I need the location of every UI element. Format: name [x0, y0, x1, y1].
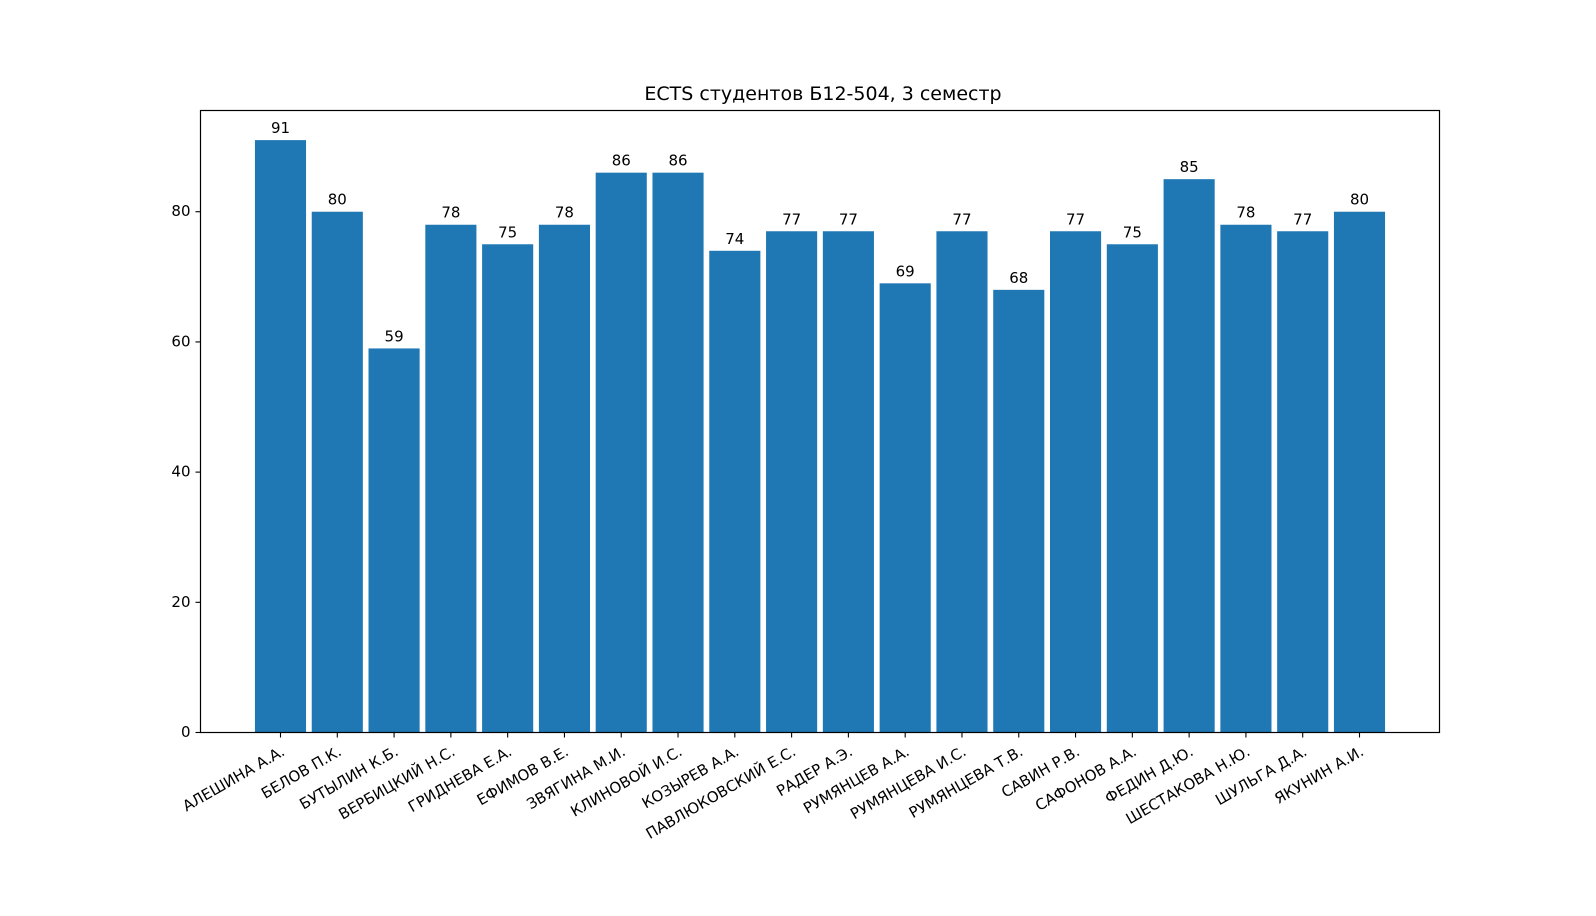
y-tick-label: 0	[181, 723, 191, 741]
bar	[1106, 244, 1158, 733]
y-tick-label: 40	[171, 463, 190, 481]
bar	[595, 172, 647, 733]
bar-value-label: 77	[839, 210, 858, 228]
bar	[538, 224, 590, 733]
bar	[1333, 211, 1386, 733]
bar-value-label: 75	[498, 223, 517, 241]
bar	[709, 250, 761, 733]
bar-value-label: 91	[271, 119, 290, 137]
y-tick-label: 20	[171, 593, 190, 611]
bar	[879, 283, 931, 733]
y-tick-label: 60	[171, 332, 190, 350]
bar-value-label: 78	[555, 204, 574, 222]
bar-value-label: 86	[612, 152, 631, 170]
bar-value-label: 80	[1350, 191, 1369, 209]
bar	[1050, 231, 1102, 733]
bar-value-label: 77	[1293, 210, 1312, 228]
bar-value-label: 68	[1009, 269, 1028, 287]
bar-value-label: 80	[328, 191, 347, 209]
y-axis: 0 20 40 60 80	[171, 202, 201, 741]
bar-value-label: 85	[1180, 158, 1199, 176]
bar	[936, 231, 988, 733]
bar	[1277, 231, 1329, 733]
bar-value-label: 77	[952, 210, 971, 228]
bar-value-label: 69	[896, 262, 915, 280]
plot-area-frame	[199, 109, 1441, 734]
bar	[1220, 224, 1272, 733]
bar-value-label: 74	[725, 230, 744, 248]
bar	[822, 231, 874, 733]
data-labels-layer: 91 80 59 78 75 78 86 86 74 77 77 69 77 68 77 75 85 78 77 80	[271, 119, 1369, 345]
bar	[482, 244, 534, 733]
bar-value-label: 59	[385, 327, 404, 345]
bars-layer	[254, 140, 1386, 733]
bar-value-label: 78	[441, 204, 460, 222]
bar-value-label: 75	[1123, 223, 1142, 241]
bar-value-label: 78	[1236, 204, 1255, 222]
bar	[425, 224, 477, 733]
bar	[368, 348, 420, 733]
bar	[311, 211, 363, 733]
bar-value-label: 77	[1066, 210, 1085, 228]
chart-title: ECTS студентов Б12-504, 3 семестр	[644, 83, 1001, 105]
y-tick-label: 80	[171, 202, 190, 220]
bar	[993, 289, 1045, 733]
bar	[652, 172, 704, 733]
bar	[766, 231, 818, 733]
bar	[254, 140, 307, 733]
bar	[1163, 179, 1215, 733]
bar-value-label: 86	[668, 152, 687, 170]
bar-value-label: 77	[782, 210, 801, 228]
